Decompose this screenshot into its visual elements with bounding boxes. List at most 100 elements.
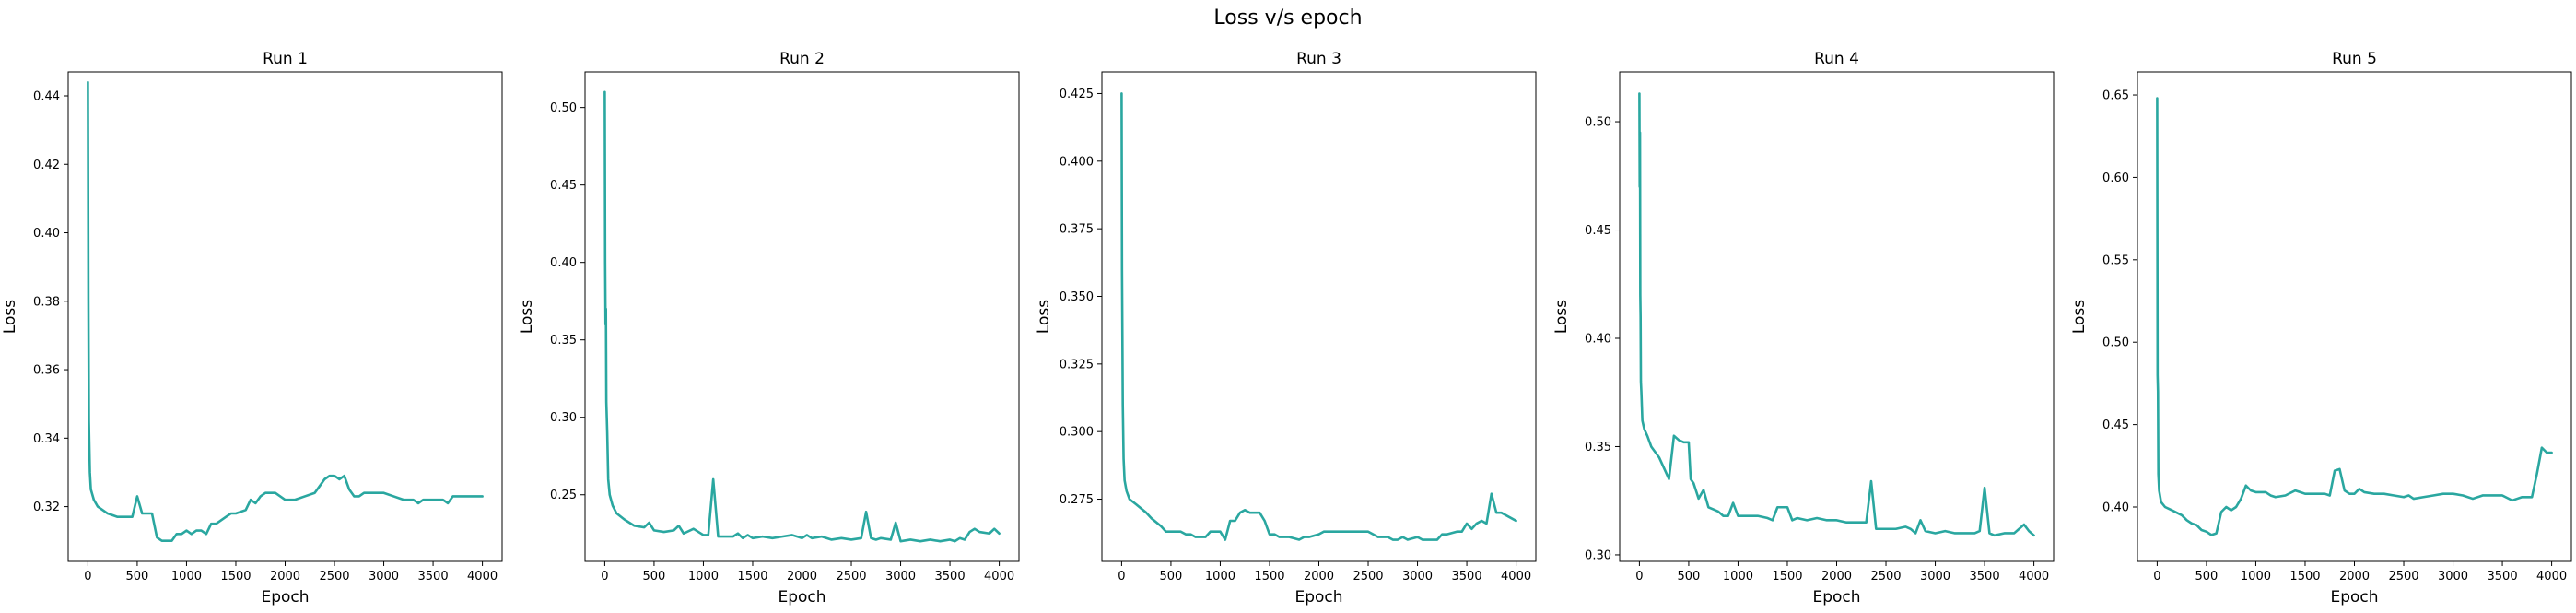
x-tick-label: 4000 [984,570,1014,584]
subplot-title: Run 2 [779,50,825,68]
x-axis-label: Epoch [1294,588,1342,607]
x-tick-label: 500 [643,570,666,584]
x-tick-label: 0 [1635,570,1643,584]
y-tick-label: 0.30 [1585,548,1611,562]
x-tick-label: 2000 [787,570,817,584]
y-tick-label: 0.36 [33,364,60,378]
y-tick-label: 0.50 [550,101,577,115]
y-tick-label: 0.400 [1060,155,1094,169]
y-tick-label: 0.38 [33,295,60,309]
x-axis-label: Epoch [1812,588,1860,607]
x-tick-label: 2500 [1352,570,1383,584]
y-axis-label: Loss [1,300,19,334]
x-tick-label: 3000 [369,570,399,584]
x-tick-label: 2000 [270,570,300,584]
subplot-title: Run 5 [2332,50,2377,68]
y-tick-label: 0.375 [1060,223,1094,237]
y-tick-label: 0.40 [33,227,60,241]
x-tick-label: 500 [1678,570,1701,584]
x-tick-label: 3500 [1452,570,1482,584]
y-tick-label: 0.425 [1060,88,1094,101]
y-tick-label: 0.45 [2102,418,2129,432]
loss-series-line [2156,97,2553,536]
x-tick-label: 3000 [1402,570,1433,584]
y-tick-label: 0.60 [2102,171,2129,185]
figure-title: Loss v/s epoch [1213,6,1362,29]
y-tick-label: 0.40 [2102,501,2129,515]
loss-series-line [603,90,1001,543]
y-tick-label: 0.45 [1585,224,1611,238]
x-tick-label: 2000 [1304,570,1334,584]
x-tick-label: 1000 [1723,570,1753,584]
x-tick-label: 3500 [2488,570,2518,584]
x-tick-label: 1500 [1772,570,1802,584]
x-tick-label: 2500 [2388,570,2418,584]
x-tick-label: 0 [601,570,608,584]
y-tick-label: 0.325 [1060,358,1094,371]
plot-area-frame [2137,71,2572,562]
x-axis-label: Epoch [778,588,825,607]
x-tick-label: 2000 [2339,570,2370,584]
subplot-title: Run 1 [263,50,308,68]
y-axis-label: Loss [2070,300,2089,334]
subplot-run-1: Run 1 Epoch Loss 0 500 1000 1500 2000 2500 3000 35… [1,50,503,607]
loss-series-line [87,80,484,543]
y-axis-label: Loss [1035,300,1053,334]
plot-area-frame [1619,71,2055,562]
y-tick-label: 0.40 [550,256,577,270]
y-tick-label: 0.35 [550,334,577,348]
x-tick-label: 0 [1118,570,1125,584]
x-tick-label: 3000 [885,570,916,584]
subplot-run-3: Run 3 Epoch Loss 0 500 1000 1500 2000 2500 3000 35… [1035,50,1537,607]
plot-area-frame [67,71,503,562]
subplot-run-5: Run 5 Epoch Loss 0 500 1000 1500 2000 2500 3000 35… [2070,50,2572,607]
x-axis-label: Epoch [261,588,309,607]
x-tick-label: 4000 [467,570,498,584]
x-tick-label: 2500 [319,570,349,584]
y-tick-label: 0.65 [2102,89,2129,103]
y-tick-label: 0.300 [1060,426,1094,440]
panels: Run 1 Epoch Loss 0 500 1000 1500 2000 2500 3000 35… [1,50,2572,607]
y-tick-label: 0.25 [550,489,577,502]
x-tick-label: 3500 [1970,570,2000,584]
x-tick-label: 1000 [688,570,719,584]
x-tick-label: 2500 [1870,570,1901,584]
y-tick-label: 0.50 [2102,336,2129,350]
x-tick-label: 500 [126,570,149,584]
x-tick-label: 4000 [2019,570,2049,584]
subplot-title: Run 4 [1814,50,1859,68]
y-axis-label: Loss [518,300,536,334]
loss-series-line [1120,92,1517,541]
x-tick-label: 2500 [836,570,866,584]
y-tick-label: 0.32 [33,501,60,514]
y-tick-label: 0.40 [1585,332,1611,346]
x-tick-label: 1000 [171,570,202,584]
plot-area-frame [1101,71,1537,562]
x-tick-label: 500 [2195,570,2219,584]
y-tick-label: 0.30 [550,411,577,425]
x-tick-label: 2000 [1821,570,1852,584]
y-tick-label: 0.50 [1585,116,1611,130]
x-tick-label: 0 [2153,570,2160,584]
x-tick-label: 4000 [2536,570,2567,584]
y-tick-label: 0.35 [1585,441,1611,454]
x-tick-label: 1500 [2289,570,2320,584]
y-tick-label: 0.34 [33,432,60,446]
subplot-run-4: Run 4 Epoch Loss 0 500 1000 1500 2000 2500 3000 35… [1552,50,2055,607]
x-tick-label: 3000 [1920,570,1950,584]
y-tick-label: 0.44 [33,89,60,103]
y-tick-label: 0.55 [2102,253,2129,267]
y-tick-label: 0.42 [33,159,60,172]
x-tick-label: 3500 [418,570,449,584]
x-tick-label: 3500 [935,570,966,584]
x-tick-label: 500 [1160,570,1183,584]
x-tick-label: 0 [84,570,91,584]
y-tick-label: 0.45 [550,179,577,193]
x-tick-label: 1000 [1205,570,1235,584]
y-tick-label: 0.275 [1060,493,1094,507]
x-tick-label: 1000 [2241,570,2271,584]
y-axis-label: Loss [1552,300,1571,334]
plot-area-frame [584,71,1020,562]
